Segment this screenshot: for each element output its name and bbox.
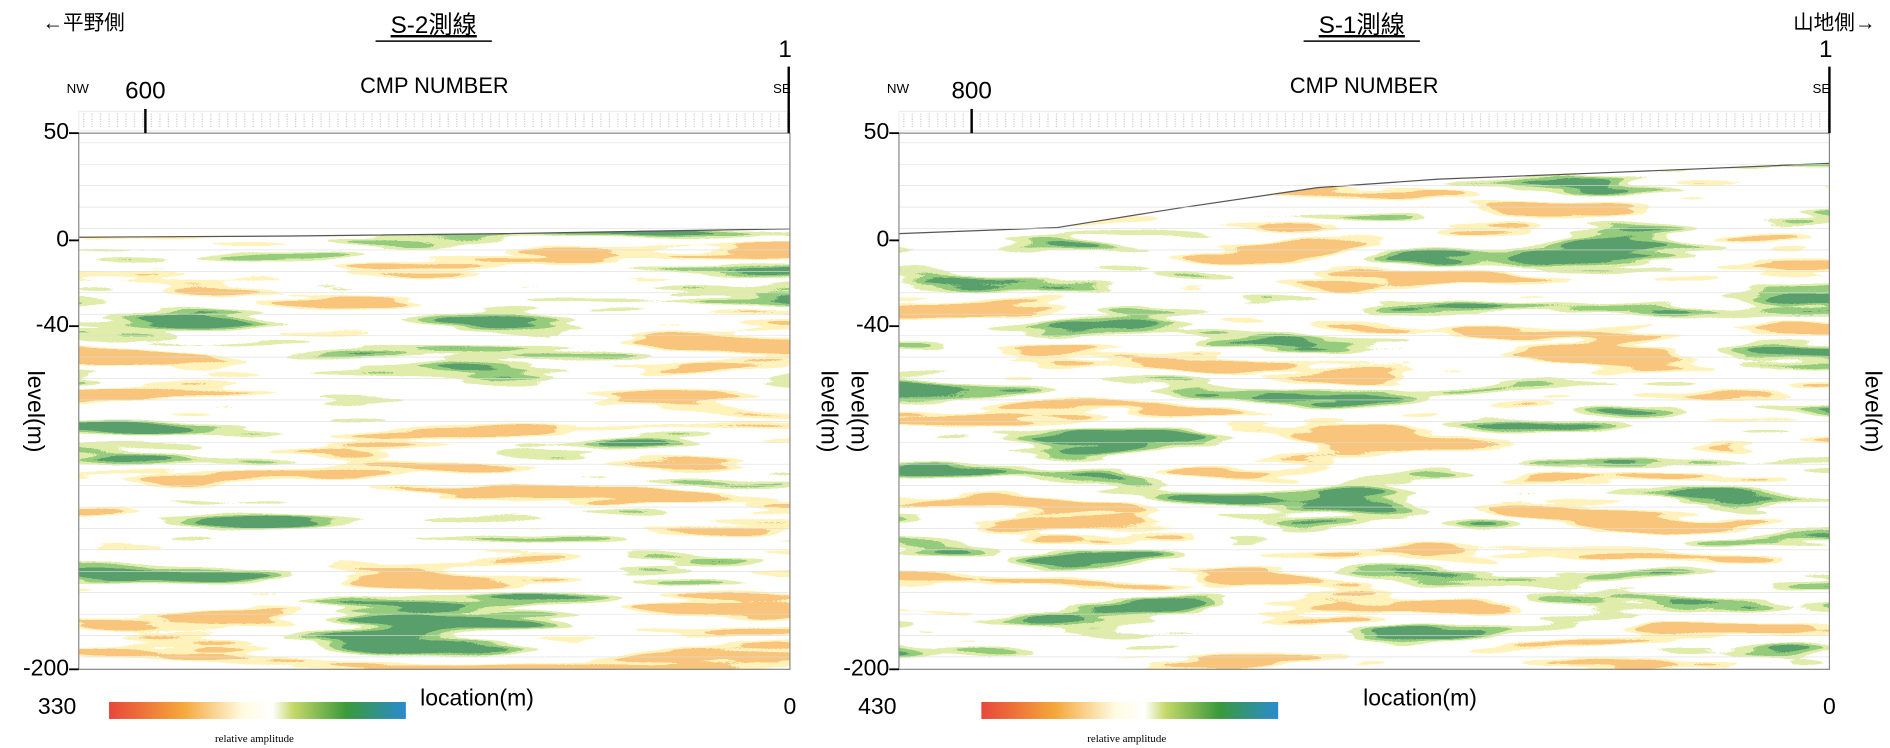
y-tick-label: -200	[843, 654, 889, 680]
x-end-label: 0	[784, 693, 797, 719]
y-axis-label-right: level(m)	[1861, 371, 1887, 453]
ground-surface	[78, 228, 790, 238]
cmp-tick-label: 1	[778, 36, 791, 63]
section-title: S-2測線	[391, 12, 477, 39]
cmp-label: CMP NUMBER	[360, 73, 509, 98]
x-end-label: 430	[858, 693, 896, 719]
x-axis-label: location(m)	[420, 685, 534, 711]
x-axis-label: location(m)	[1363, 685, 1477, 711]
cmp-tick-label: 800	[951, 77, 991, 104]
direction-se: SE	[1812, 81, 1830, 96]
direction-nw: NW	[887, 81, 910, 96]
ground-surface	[898, 162, 1830, 235]
left-direction: ←平野側	[42, 12, 124, 35]
legend-label: relative amplitude	[1087, 733, 1166, 745]
y-tick-label: 0	[56, 225, 69, 251]
y-tick-label: 50	[864, 118, 890, 144]
x-end-label: 0	[1823, 693, 1836, 719]
y-tick-label: 0	[876, 225, 889, 251]
direction-se: SE	[773, 81, 791, 96]
plot-frame	[898, 132, 1831, 670]
cmp-tick-label: 1	[1819, 36, 1832, 63]
y-tick-label: -40	[856, 311, 889, 337]
air-mask	[898, 133, 1830, 234]
cmp-strip	[898, 110, 1831, 132]
x-end-label: 330	[38, 693, 76, 719]
right-direction: 山地側→	[1793, 12, 1875, 35]
cmp-tick-label: 600	[125, 77, 165, 104]
y-tick-label: -40	[36, 311, 69, 337]
plot-frame	[78, 132, 791, 670]
y-axis-label: level(m)	[23, 371, 49, 453]
amplitude-colorbar	[109, 702, 406, 719]
air-mask	[78, 133, 790, 238]
amplitude-colorbar	[981, 702, 1279, 719]
y-axis-label: level(m)	[847, 371, 873, 453]
y-tick-label: 50	[43, 118, 69, 144]
legend-label: relative amplitude	[215, 733, 294, 745]
cmp-label: CMP NUMBER	[1290, 73, 1439, 98]
section-title: S-1測線	[1319, 12, 1405, 39]
y-tick-label: -200	[23, 654, 69, 680]
y-axis-label-right: level(m)	[816, 371, 842, 453]
direction-nw: NW	[67, 81, 90, 96]
